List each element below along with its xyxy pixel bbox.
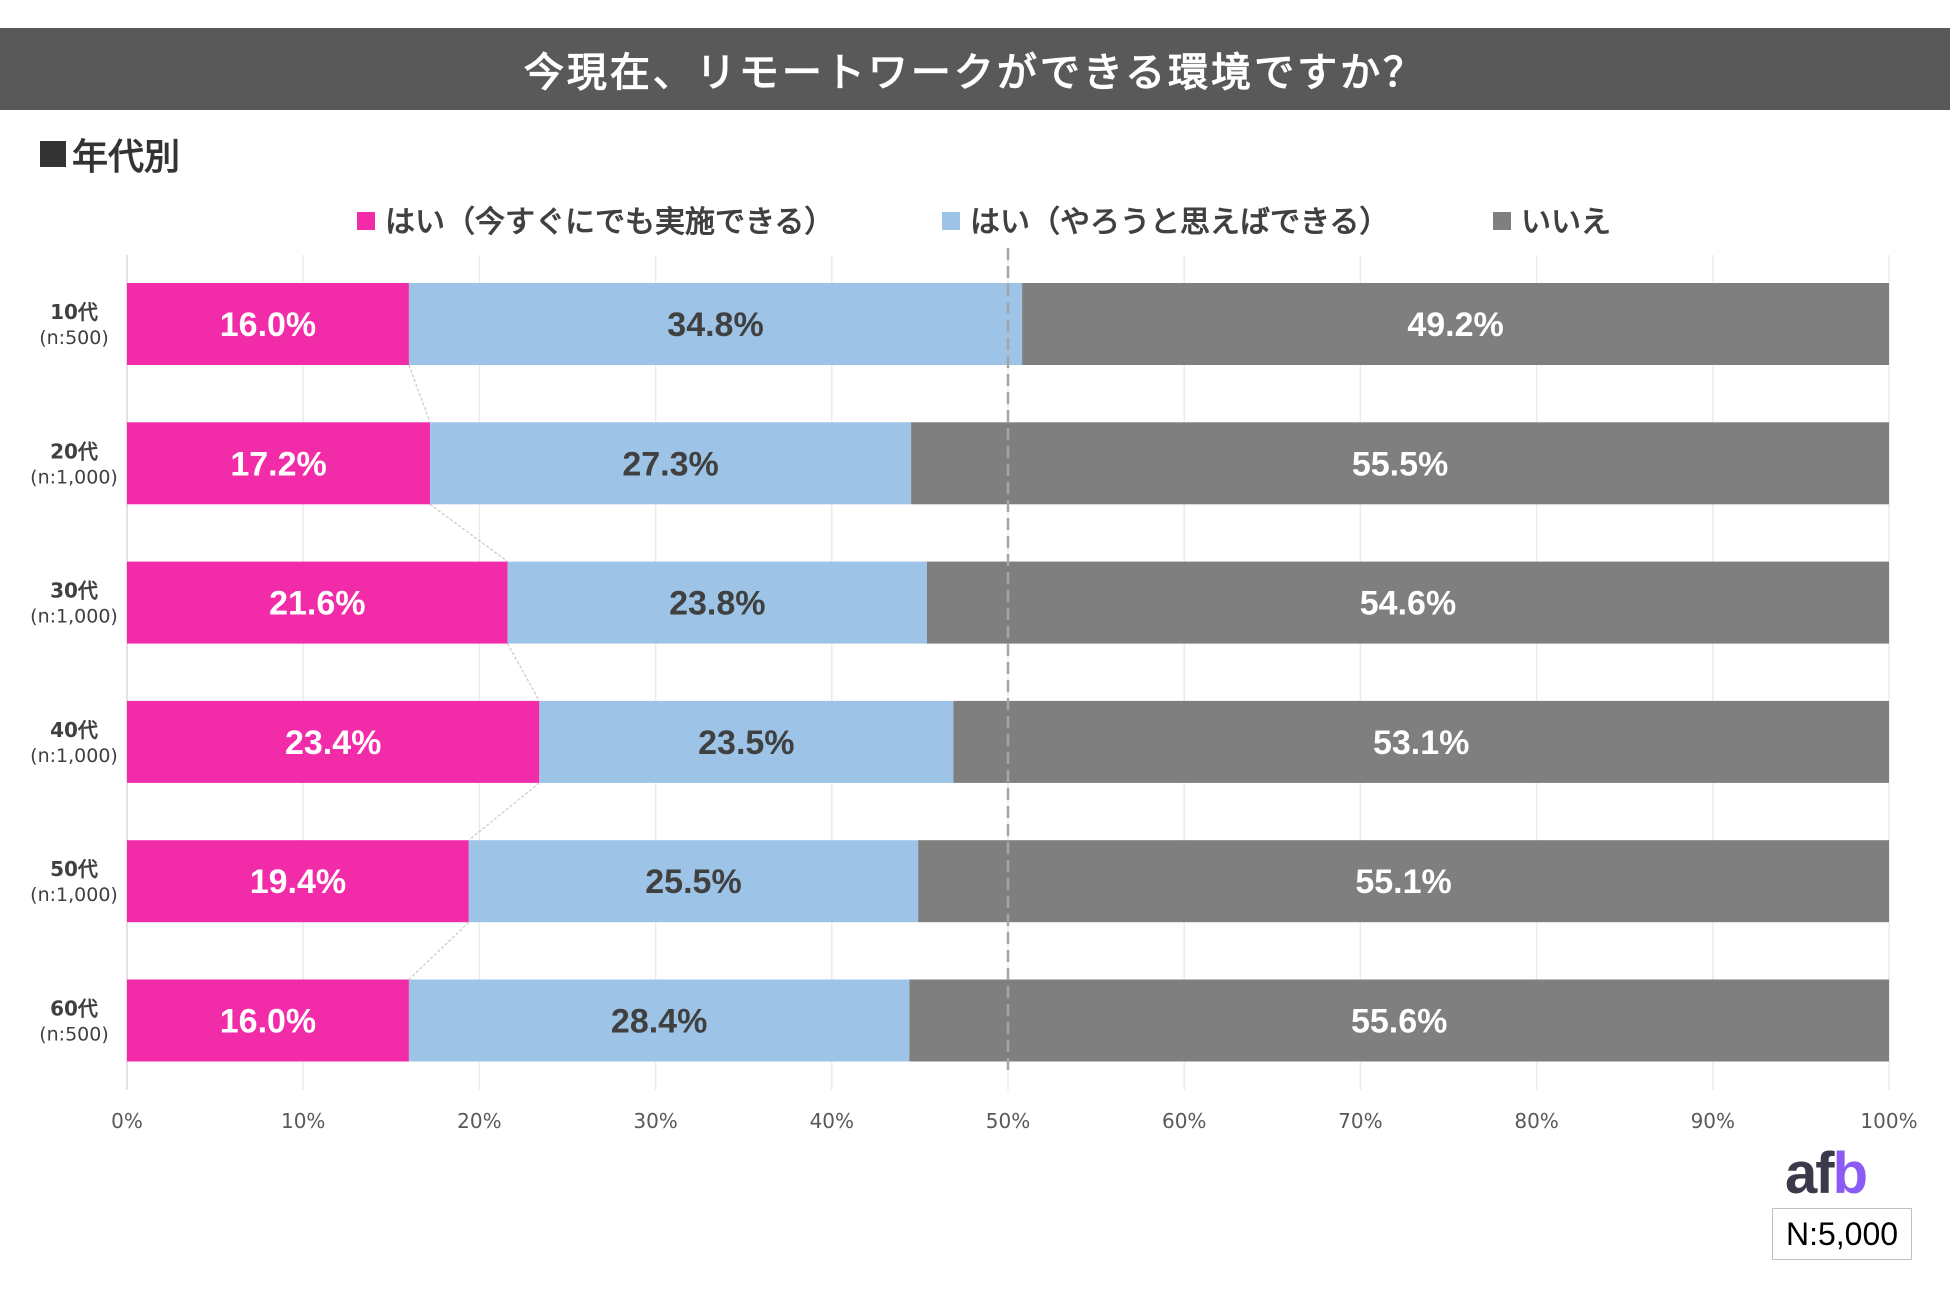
bar-segment [539,700,954,783]
legend-label: はい（やろうと思えばできる） [970,205,1389,240]
bar-segment [926,561,1889,644]
x-tick-label: 100% [1860,1109,1917,1133]
data-label: 55.6% [1351,1003,1447,1041]
bar-segment [127,979,409,1062]
x-tick-label: 0% [111,1109,143,1133]
series-connector-line [429,503,508,563]
category-label: 40代 [50,718,98,742]
bar-segment [911,422,1889,505]
data-label: 23.4% [285,724,381,762]
data-label: 16.0% [220,306,316,344]
category-n-label: (n:500) [39,327,109,349]
bar-segment [408,283,1023,365]
legend-label: いいえ [1521,205,1611,240]
data-label: 16.0% [220,1003,316,1041]
data-label: 55.1% [1355,863,1451,901]
x-tick-label: 10% [281,1109,325,1133]
bar-segment [127,700,540,783]
legend-label: はい（今すぐにでも実施できる） [385,205,834,240]
series-connector-line [507,643,540,702]
legend-swatch [942,212,960,230]
sample-size-box: N:5,000 [1772,1208,1912,1260]
legend-swatch [357,212,375,230]
x-tick-label: 70% [1338,1109,1382,1133]
bar-segment [953,700,1889,783]
data-label: 49.2% [1407,306,1503,344]
data-label: 54.6% [1360,585,1456,623]
x-tick-label: 90% [1691,1109,1735,1133]
section-label-text: 年代別 [72,137,181,178]
bar-segment [430,422,912,505]
category-label: 20代 [50,439,98,463]
bar-segment [127,561,508,644]
category-n-label: (n:1,000) [30,606,118,628]
category-n-label: (n:1,000) [30,884,118,906]
series-connector-line [408,364,431,423]
x-tick-label: 50% [986,1109,1030,1133]
legend-swatch [1493,212,1511,230]
data-label: 25.5% [645,863,741,901]
data-label: 23.5% [698,724,794,762]
category-n-label: (n:1,000) [30,466,118,488]
category-label: 30代 [50,579,98,603]
series-connector-line [468,782,540,841]
data-label: 17.2% [230,445,326,483]
section-label: 年代別 [40,128,180,180]
bar-segment [127,840,469,923]
category-label: 60代 [50,997,98,1021]
category-label: 50代 [50,857,98,881]
bar-segment [507,561,927,644]
data-label: 34.8% [667,306,763,344]
data-label: 23.8% [669,585,765,623]
category-label: 10代 [50,300,98,324]
bar-segment [127,283,409,365]
x-tick-label: 40% [810,1109,854,1133]
afb-logo: afb [1785,1141,1868,1206]
series-connector-line [408,921,470,980]
x-tick-label: 60% [1162,1109,1206,1133]
bar-segment [408,979,910,1062]
data-label: 27.3% [622,445,718,483]
square-bullet-icon [40,141,66,167]
x-tick-label: 30% [633,1109,677,1133]
bar-segment [1022,283,1889,365]
x-tick-label: 80% [1514,1109,1558,1133]
category-n-label: (n:1,000) [30,745,118,767]
data-label: 53.1% [1373,724,1469,762]
bar-segment [918,840,1889,923]
bar-segment [127,422,431,505]
bar-segment [468,840,919,923]
category-n-label: (n:500) [39,1024,109,1046]
data-label: 28.4% [611,1003,707,1041]
bar-segment [909,979,1889,1062]
x-tick-label: 20% [457,1109,501,1133]
data-label: 55.5% [1352,445,1448,483]
data-label: 19.4% [250,863,346,901]
data-label: 21.6% [269,585,365,623]
chart-title: 今現在、リモートワークができる環境ですか？ [0,28,1950,110]
